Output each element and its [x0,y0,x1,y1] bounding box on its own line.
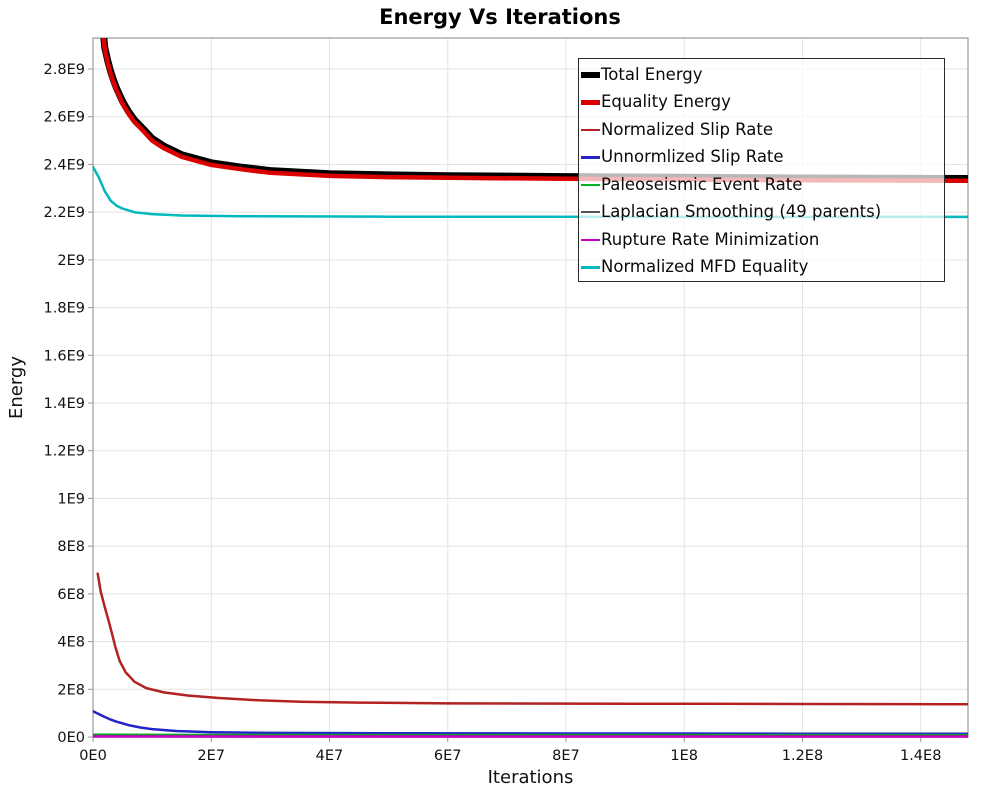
legend: Total Energy Equality Energy Normalized Sl… [578,58,945,282]
legend-swatch-rupture-rate-minimization [581,238,600,241]
y-tick-label: 1.6E9 [44,348,85,364]
series-equality-energy [101,38,968,183]
legend-label-paleoseismic-event-rate: Paleoseismic Event Rate [601,174,803,194]
y-tick-label: 1.8E9 [44,301,85,317]
x-tick-label: 6E7 [434,748,462,764]
legend-item-paleoseismic-event-rate: Paleoseismic Event Rate [581,171,944,199]
x-tick-label: 1E8 [670,748,698,764]
y-tick-label: 2.8E9 [44,62,85,78]
legend-label-normalized-slip-rate: Normalized Slip Rate [601,119,774,139]
y-tick-label: 1.4E9 [44,396,85,412]
x-tick-label: 1.4E8 [900,748,941,764]
y-tick-label: 2E9 [57,253,85,269]
legend-swatch-normalized-slip-rate [581,128,600,131]
x-tick-label: 8E7 [552,748,580,764]
y-tick-label: 0E0 [57,730,85,746]
series-unnormlized-slip-rate [93,709,968,735]
legend-item-equality-energy: Equality Energy [581,89,944,117]
x-tick-label: 1.2E8 [782,748,823,764]
series-normalized-mfd-equality [93,165,968,219]
legend-label-equality-energy: Equality Energy [601,92,731,111]
y-tick-label: 2.2E9 [44,205,85,221]
y-tick-label: 1E9 [57,491,85,507]
x-tick-label: 2E7 [197,748,225,764]
legend-swatch-paleoseismic-event-rate [581,183,600,186]
legend-item-normalized-slip-rate: Normalized Slip Rate [581,116,944,144]
legend-label-unnormlized-slip-rate: Unnormlized Slip Rate [601,147,784,166]
legend-swatch-unnormlized-slip-rate [581,156,600,159]
legend-item-laplacian-smoothing-49-parents: Laplacian Smoothing (49 parents) [581,199,944,227]
y-tick-label: 1.2E9 [44,444,85,460]
y-axis-label: Energy [6,356,27,419]
legend-item-unnormlized-slip-rate: Unnormlized Slip Rate [581,144,944,172]
chart-title: Energy Vs Iterations [379,5,621,29]
y-tick-label: 2.4E9 [44,157,85,173]
legend-swatch-equality-energy [581,100,600,105]
x-tick-label: 0E0 [79,748,107,764]
legend-item-normalized-mfd-equality: Normalized MFD Equality [581,254,944,282]
legend-label-total-energy: Total Energy [601,64,703,84]
legend-swatch-total-energy [581,71,600,78]
legend-swatch-laplacian-smoothing-49-parents [581,211,600,214]
series-normalized-slip-rate [96,572,968,706]
legend-label-normalized-mfd-equality: Normalized MFD Equality [601,257,809,276]
legend-item-total-energy: Total Energy [581,61,944,89]
legend-label-laplacian-smoothing-49-parents: Laplacian Smoothing (49 parents) [601,202,882,221]
y-tick-label: 8E8 [57,539,85,555]
y-tick-label: 4E8 [57,635,85,651]
y-tick-label: 2.6E9 [44,110,85,126]
legend-swatch-normalized-mfd-equality [581,266,600,269]
x-axis-label: Iterations [488,767,574,788]
y-tick-label: 2E8 [57,682,85,698]
legend-label-rupture-rate-minimization: Rupture Rate Minimization [601,229,820,249]
x-tick-label: 4E7 [316,748,344,764]
y-tick-label: 6E8 [57,587,85,603]
legend-item-rupture-rate-minimization: Rupture Rate Minimization [581,226,944,254]
